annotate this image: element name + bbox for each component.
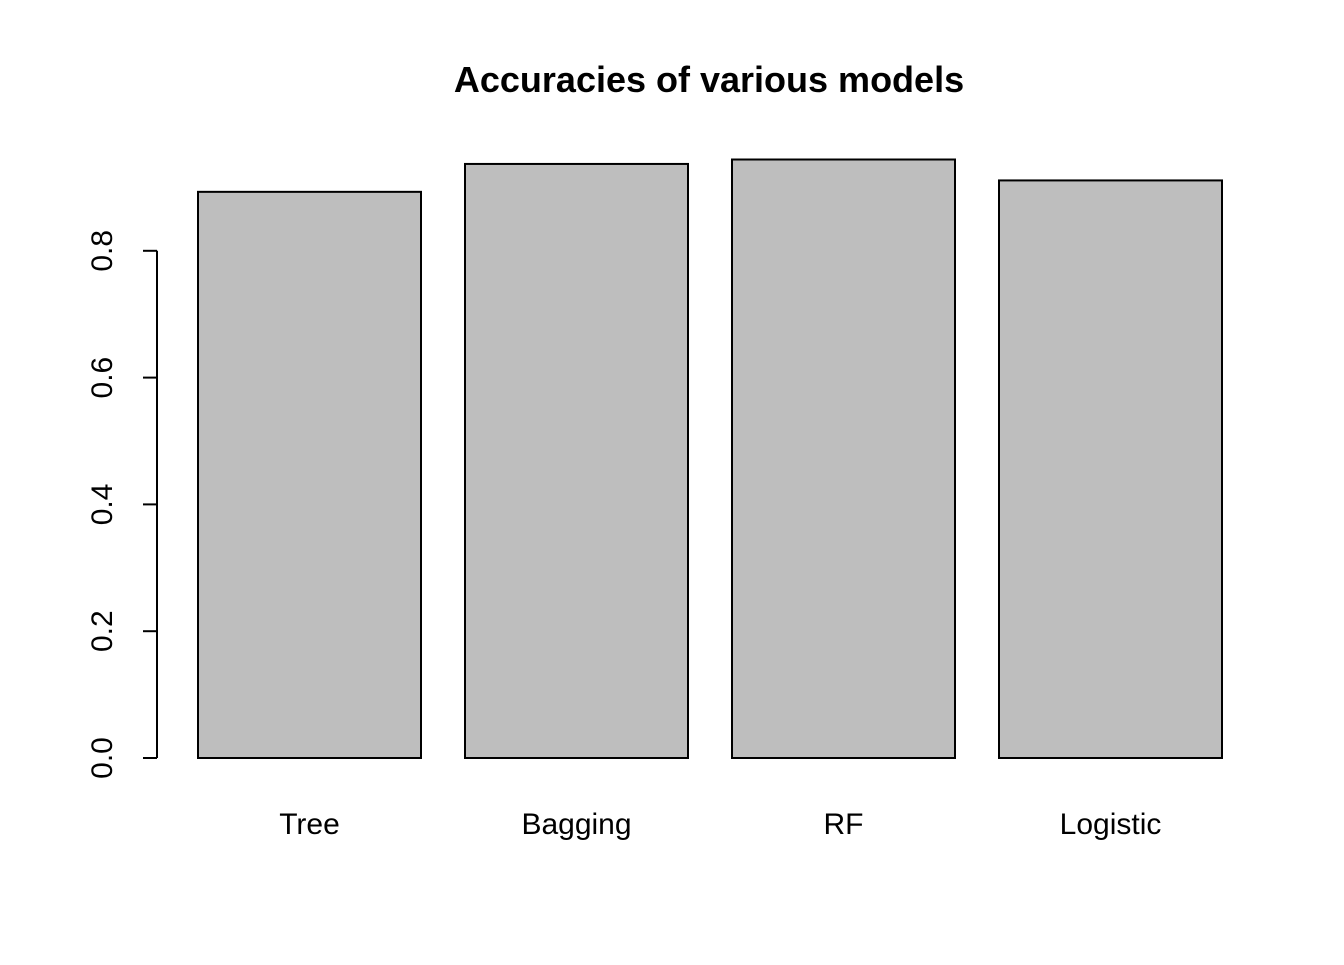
bar-tree <box>197 190 422 759</box>
bar-logistic <box>998 179 1223 759</box>
bar-rf <box>731 158 956 759</box>
chart-title: Accuracies of various models <box>454 59 964 100</box>
x-tick-label: Bagging <box>521 808 631 841</box>
x-axis-labels: Tree Bagging RF Logistic <box>279 808 1161 841</box>
y-tick-label: 0.0 <box>86 737 119 779</box>
x-tick-label: Tree <box>279 808 340 841</box>
bars-layer <box>197 158 1223 759</box>
x-tick-label: RF <box>824 808 864 841</box>
y-tick-label: 0.2 <box>86 610 119 652</box>
bar-bagging <box>464 162 689 759</box>
x-tick-label: Logistic <box>1060 808 1162 841</box>
y-tick-label: 0.4 <box>86 484 119 526</box>
y-axis: 0.0 0.2 0.4 0.6 0.8 <box>86 230 158 779</box>
y-tick-label: 0.6 <box>86 357 119 399</box>
y-tick-label: 0.8 <box>86 230 119 272</box>
